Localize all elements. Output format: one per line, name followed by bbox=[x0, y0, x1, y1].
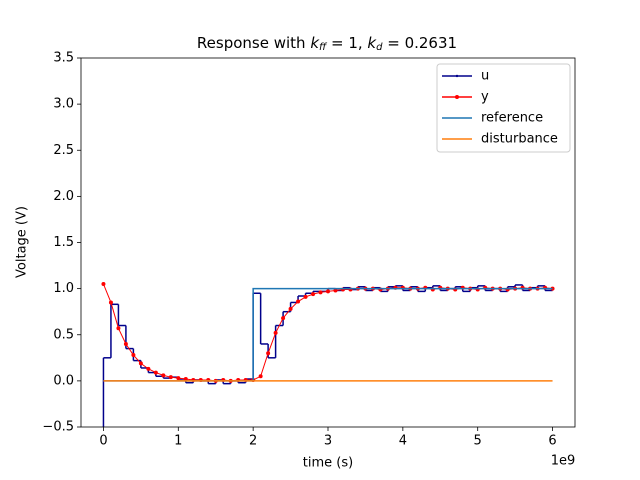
y-tick-label: 2.0 bbox=[53, 189, 74, 204]
title-part: Response with bbox=[197, 34, 310, 52]
y-tick-label: 0.5 bbox=[53, 327, 74, 342]
x-tick-label: 3 bbox=[324, 434, 332, 449]
y-point bbox=[101, 282, 106, 287]
y-point bbox=[116, 326, 121, 331]
y-point bbox=[146, 366, 151, 371]
y-tick-label: 1.5 bbox=[53, 235, 74, 250]
y-point bbox=[131, 353, 136, 358]
y-point bbox=[273, 330, 278, 335]
y-tick-label: 3.5 bbox=[53, 51, 74, 66]
y-point bbox=[333, 288, 338, 293]
y-point bbox=[326, 289, 330, 294]
y-point bbox=[153, 370, 158, 375]
chart-title: Response with kff = 1, kd = 0.2631 bbox=[197, 34, 457, 54]
y-tick-label: 1.0 bbox=[53, 281, 74, 296]
y-point bbox=[138, 361, 143, 366]
title-part: = 0.2631 bbox=[382, 34, 457, 52]
legend-label: y bbox=[481, 90, 489, 105]
title-part: = 1, bbox=[326, 34, 367, 52]
y-point bbox=[266, 351, 271, 356]
x-axis-label: time (s) bbox=[303, 456, 353, 471]
x-tick-label: 5 bbox=[474, 434, 482, 449]
y-point bbox=[176, 376, 181, 381]
y-point bbox=[311, 292, 316, 297]
title-part: ff bbox=[319, 42, 328, 53]
y-point bbox=[123, 341, 128, 346]
legend-label: reference bbox=[481, 111, 543, 126]
y-point bbox=[183, 377, 188, 382]
reference-line bbox=[103, 287, 553, 382]
y-point bbox=[108, 300, 113, 305]
y-point bbox=[281, 316, 286, 321]
legend: uy reference disturbance bbox=[436, 63, 571, 153]
y-point bbox=[318, 290, 323, 295]
title-part: k bbox=[367, 34, 377, 52]
x-tick-label: 1 bbox=[174, 434, 182, 449]
y-tick-label: 3.0 bbox=[53, 97, 74, 112]
legend-label: disturbance bbox=[481, 132, 558, 147]
y-point bbox=[168, 375, 173, 380]
legend-marker bbox=[455, 95, 459, 99]
y-tick-label: −0.5 bbox=[42, 420, 74, 435]
y-line bbox=[102, 283, 553, 382]
x-tick-label: 2 bbox=[249, 434, 257, 449]
x-tick-label: 4 bbox=[399, 434, 407, 449]
title-part: k bbox=[310, 34, 320, 52]
y-tick-label: 0.0 bbox=[53, 373, 74, 388]
plot-area bbox=[101, 282, 555, 427]
y-point bbox=[258, 374, 263, 379]
legend-label: u bbox=[481, 69, 489, 84]
x-offset-label: 1e9 bbox=[551, 454, 576, 469]
y-axis-label: Voltage (V) bbox=[15, 206, 30, 278]
title-part: d bbox=[376, 42, 383, 53]
legend-box bbox=[436, 63, 571, 153]
x-tick-label: 6 bbox=[548, 434, 556, 449]
legend-marker bbox=[455, 74, 459, 78]
y-point bbox=[303, 294, 308, 299]
y-point bbox=[161, 373, 166, 378]
x-tick-label: 0 bbox=[99, 434, 107, 449]
y-point bbox=[296, 299, 301, 304]
y-point bbox=[288, 306, 293, 311]
y-tick-label: 2.5 bbox=[53, 143, 74, 158]
